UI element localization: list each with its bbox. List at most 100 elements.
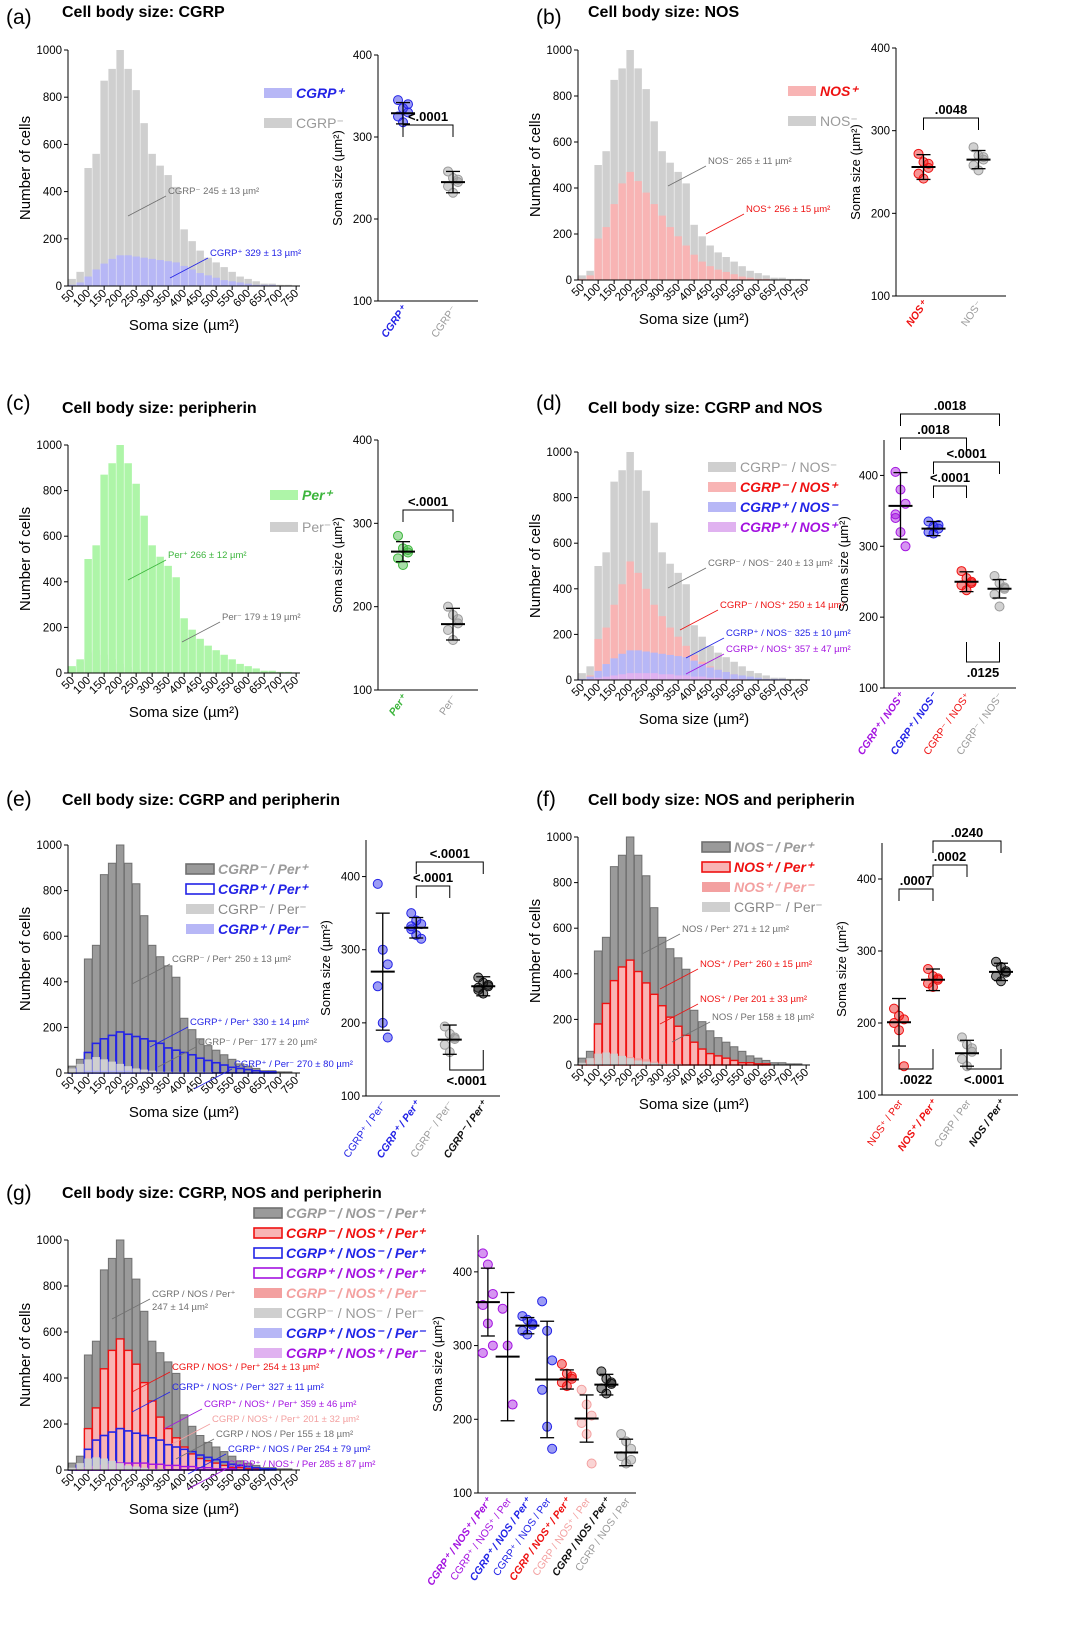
legend: CGRP⁻ / NOS⁻ / Per⁺ CGRP⁻ / NOS⁺ / Per⁺ CG… — [253, 1205, 426, 1361]
annotation: CGRP⁻ / NOS⁻ 240 ± 13 µm² — [708, 558, 833, 569]
annotation: CGRP⁺ / NOS / Per 254 ± 79 µm² — [228, 1444, 370, 1455]
data-point — [477, 1347, 488, 1358]
bar — [108, 463, 116, 673]
bar — [625, 959, 635, 1066]
series-1 — [68, 445, 292, 673]
bar — [730, 674, 738, 680]
bar — [131, 883, 141, 1074]
bar — [641, 982, 651, 1066]
bar — [690, 625, 698, 680]
bar — [284, 284, 292, 286]
group-1: NOS⁻ — [959, 142, 991, 329]
legend-swatch — [708, 462, 736, 472]
y-tick-label: 800 — [43, 886, 62, 898]
bar — [84, 168, 92, 286]
bar — [730, 661, 738, 680]
bar — [602, 552, 610, 680]
bar — [148, 545, 156, 673]
annotation: CGRP⁺ / Per⁺ 330 ± 14 µm² — [190, 1017, 309, 1028]
y-tick-label: 600 — [43, 1327, 62, 1339]
y-tick-label: 200 — [553, 1014, 572, 1026]
category-label: CGRP⁻ — [429, 303, 460, 340]
bar — [100, 1070, 108, 1073]
bar — [706, 677, 714, 680]
histogram-5: 0200400600800100050100150200250300350400… — [527, 832, 823, 1113]
bar — [91, 944, 101, 1074]
bar — [722, 672, 730, 680]
bar — [220, 267, 228, 286]
x-axis-label: Soma size (µm²) — [129, 1104, 239, 1121]
annotation-leader — [175, 1438, 215, 1460]
y-tick-label: 800 — [43, 92, 62, 104]
data-point — [416, 933, 427, 944]
bar — [211, 1049, 221, 1074]
significance-bracket: <.0001 — [446, 1050, 487, 1088]
bar — [729, 1059, 739, 1066]
x-axis-label: Soma size (µm²) — [639, 311, 749, 328]
bar — [188, 629, 196, 673]
annotation-leader — [685, 653, 725, 675]
x-tick-label: 750 — [789, 682, 811, 704]
y-axis-label: Number of cells — [527, 899, 544, 1003]
bracket-line — [932, 864, 968, 877]
bar — [714, 669, 722, 680]
bar — [92, 153, 100, 286]
data-point — [382, 1032, 393, 1043]
group-1: CGRP⁺ / NOS⁻ — [888, 516, 946, 757]
p-value: <.0001 — [413, 870, 453, 885]
bar — [140, 1467, 148, 1470]
bar — [634, 673, 642, 680]
annotation-leader — [111, 1298, 151, 1320]
annotation-leader — [187, 1468, 227, 1490]
bar — [690, 254, 698, 280]
bar — [674, 572, 682, 680]
legend-swatch — [270, 490, 298, 500]
data-point — [966, 578, 977, 589]
legend-swatch — [185, 863, 215, 875]
y-tick-label: 200 — [353, 214, 372, 226]
x-axis-label: Soma size (µm²) — [129, 704, 239, 721]
legend-label: CGRP⁺ / NOS⁺ / Per⁻ — [286, 1345, 426, 1361]
bar — [252, 668, 260, 673]
y-tick-label: 300 — [859, 541, 878, 553]
bar — [188, 241, 196, 286]
legend-swatch — [702, 902, 730, 912]
histogram-4: 0200400600800100050100150200250300350400… — [17, 840, 353, 1121]
bar — [156, 260, 164, 286]
bar — [164, 1071, 172, 1073]
bar — [610, 79, 618, 281]
bar — [754, 273, 762, 280]
bar — [123, 1349, 133, 1471]
y-axis-label: Soma size (µm²) — [330, 517, 345, 613]
bar — [578, 678, 586, 680]
y-axis-label: Soma size (µm²) — [430, 1316, 445, 1412]
legend-swatch — [253, 1267, 283, 1279]
bar — [179, 1017, 189, 1074]
bar — [76, 1071, 84, 1073]
legend-swatch — [254, 1308, 282, 1318]
data-point — [890, 512, 901, 523]
bar — [602, 227, 610, 280]
significance-bracket: <.0001 — [402, 494, 454, 522]
bar — [132, 256, 140, 286]
y-tick-label: 200 — [453, 1414, 472, 1426]
bar — [714, 677, 722, 680]
bar — [721, 1057, 731, 1066]
legend: CGRP⁻ / NOS⁻ CGRP⁻ / NOS⁺ CGRP⁺ / NOS⁻ CGRP… — [708, 459, 839, 535]
legend-label: CGRP⁻ / NOS⁺ — [740, 479, 839, 495]
bar — [172, 186, 180, 286]
y-tick-label: 400 — [353, 50, 372, 62]
bar — [722, 678, 730, 680]
bar — [578, 1062, 586, 1065]
bar — [155, 956, 165, 1074]
legend-swatch — [254, 1348, 282, 1358]
bar — [714, 252, 722, 280]
data-point — [956, 566, 967, 577]
bar — [172, 262, 180, 286]
y-tick-label: 400 — [871, 43, 890, 55]
bar — [92, 1070, 100, 1073]
p-value: .0007 — [900, 873, 933, 888]
bar — [244, 666, 252, 673]
data-point — [537, 1384, 548, 1395]
